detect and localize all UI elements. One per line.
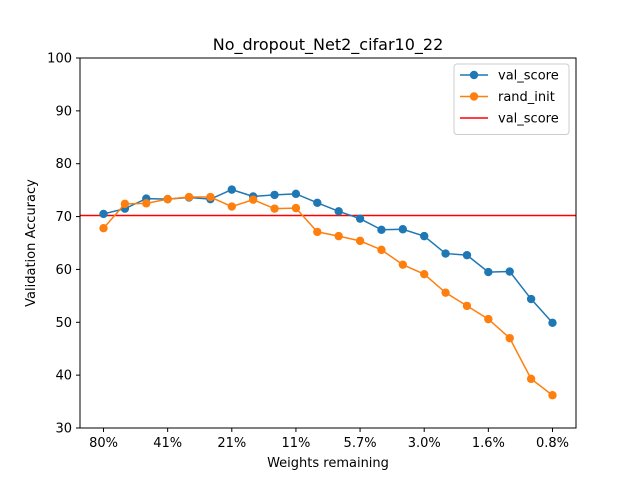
data-point-rand_init xyxy=(99,224,108,233)
x-axis-label: Weights remaining xyxy=(267,456,389,471)
data-point-rand_init xyxy=(270,204,279,213)
data-point-val_score xyxy=(526,294,536,304)
data-point-val_score xyxy=(462,250,472,260)
data-point-rand_init xyxy=(227,202,236,211)
data-point-rand_init xyxy=(355,236,365,246)
y-axis-label: Validation Accuracy xyxy=(24,179,39,307)
legend-label: val_score xyxy=(498,69,559,84)
data-point-rand_init xyxy=(548,391,557,400)
data-point-rand_init xyxy=(377,245,386,255)
data-point-val_score xyxy=(291,189,301,199)
data-point-rand_init xyxy=(505,333,514,343)
legend-swatch-marker xyxy=(469,92,479,101)
data-point-rand_init xyxy=(291,203,301,213)
data-point-rand_init xyxy=(120,199,130,209)
x-tick-label: 0.8% xyxy=(536,436,569,451)
data-point-rand_init xyxy=(313,227,322,237)
series-line-rand_init xyxy=(102,196,553,396)
data-point-val_score xyxy=(420,231,429,241)
y-tick-label: 50 xyxy=(55,316,72,331)
x-tick-label: 21% xyxy=(217,436,246,451)
legend-box xyxy=(453,63,570,135)
chart-title: No_dropout_Net2_cifar10_22 xyxy=(213,35,444,55)
data-point-val_score xyxy=(505,267,514,276)
data-point-val_score xyxy=(441,249,450,258)
y-tick-label: 70 xyxy=(55,210,72,225)
x-tick-label: 11% xyxy=(281,436,310,451)
legend-label: val_score xyxy=(498,112,559,127)
data-point-val_score xyxy=(355,214,365,223)
data-point-val_score xyxy=(99,209,108,219)
data-point-val_score xyxy=(334,207,343,216)
data-point-rand_init xyxy=(334,231,343,241)
data-point-rand_init xyxy=(163,194,172,204)
data-point-rand_init xyxy=(398,260,408,269)
data-point-rand_init xyxy=(462,301,472,311)
legend-label: rand_init xyxy=(498,90,555,105)
y-tick-label: 80 xyxy=(55,157,72,172)
x-tick-label: 41% xyxy=(153,436,182,451)
plot-frame xyxy=(79,57,577,429)
legend-swatch-marker xyxy=(469,70,479,80)
data-point-rand_init xyxy=(248,195,258,204)
data-point-rand_init xyxy=(441,288,450,297)
y-tick-label: 90 xyxy=(55,104,72,119)
data-point-val_score xyxy=(313,198,322,208)
data-point-rand_init xyxy=(206,192,215,202)
y-tick-label: 100 xyxy=(47,52,72,67)
x-tick-label: 1.6% xyxy=(472,436,505,451)
x-tick-label: 5.7% xyxy=(344,436,377,451)
data-point-rand_init xyxy=(142,199,151,208)
y-tick-label: 60 xyxy=(55,263,72,278)
plot-area xyxy=(80,185,576,400)
legend: val_score rand_init val_score xyxy=(453,63,570,135)
x-tick-label: 3.0% xyxy=(408,436,441,451)
data-point-val_score xyxy=(484,267,493,277)
data-point-rand_init xyxy=(184,192,194,202)
y-tick-label: 30 xyxy=(55,422,72,437)
data-point-val_score xyxy=(398,225,408,234)
data-point-val_score xyxy=(270,190,279,200)
axes: 30 40 50 60 70 80 90 100 80% 41% 21% 11% 5.7% 3.0% 1.6… xyxy=(47,52,569,452)
data-point-val_score xyxy=(227,185,236,194)
data-point-val_score xyxy=(377,225,386,234)
data-point-rand_init xyxy=(526,374,536,384)
data-point-val_score xyxy=(548,318,557,328)
x-tick-label: 80% xyxy=(89,436,118,451)
y-tick-label: 40 xyxy=(55,369,72,384)
data-point-rand_init xyxy=(420,269,429,279)
data-point-rand_init xyxy=(484,314,493,324)
